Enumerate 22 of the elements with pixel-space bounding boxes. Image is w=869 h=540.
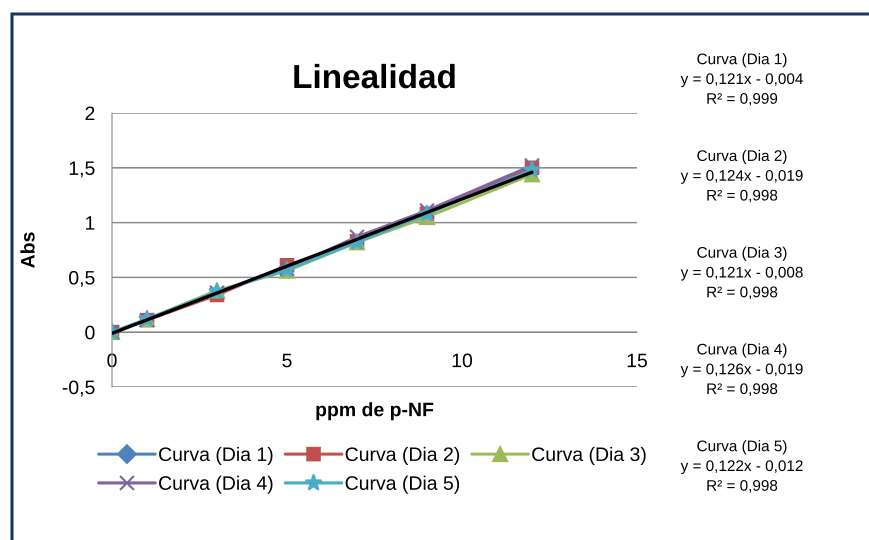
y-tick-label: -0,5 — [62, 380, 95, 397]
text: Curva (Dia 2) y = 0,124x - 0,019 R² = 0,998 — [680, 150, 803, 202]
y-axis-title: Abs — [20, 232, 35, 268]
legend-label: Curva (Dia 2) — [346, 446, 460, 465]
text: Curva (Dia 1) y = 0,121x - 0,004 R² = 0,999 — [680, 53, 803, 106]
x-tick-label: 15 — [628, 354, 647, 368]
text: Curva (Dia 3) y = 0,121x - 0,008 R² = 0,998 — [680, 246, 803, 300]
x-tick-label: 5 — [282, 354, 292, 368]
chart-title: Linealidad — [294, 64, 455, 88]
x-tick-label: 10 — [452, 354, 472, 368]
y-tick-label: 1,5 — [70, 161, 95, 178]
legend-label: Curva (Dia 4) — [159, 476, 272, 494]
y-tick-label: 1 — [86, 216, 94, 230]
y-tick-label: 0 — [85, 326, 95, 340]
y-tick-label: 0,5 — [69, 270, 95, 287]
text: Curva (Dia 5) y = 0,122x - 0,012 R² = 0,998 — [680, 440, 803, 493]
legend-label: Curva (Dia 3) — [532, 446, 646, 465]
x-axis-title: ppm de p-NF — [316, 402, 434, 420]
text: Curva (Dia 4) y = 0,126x - 0,019 R² = 0,998 — [680, 343, 803, 396]
y-tick-label: 2 — [86, 106, 94, 120]
legend-label: Curva (Dia 1) — [159, 446, 272, 465]
legend-label: Curva (Dia 5) — [346, 476, 460, 494]
